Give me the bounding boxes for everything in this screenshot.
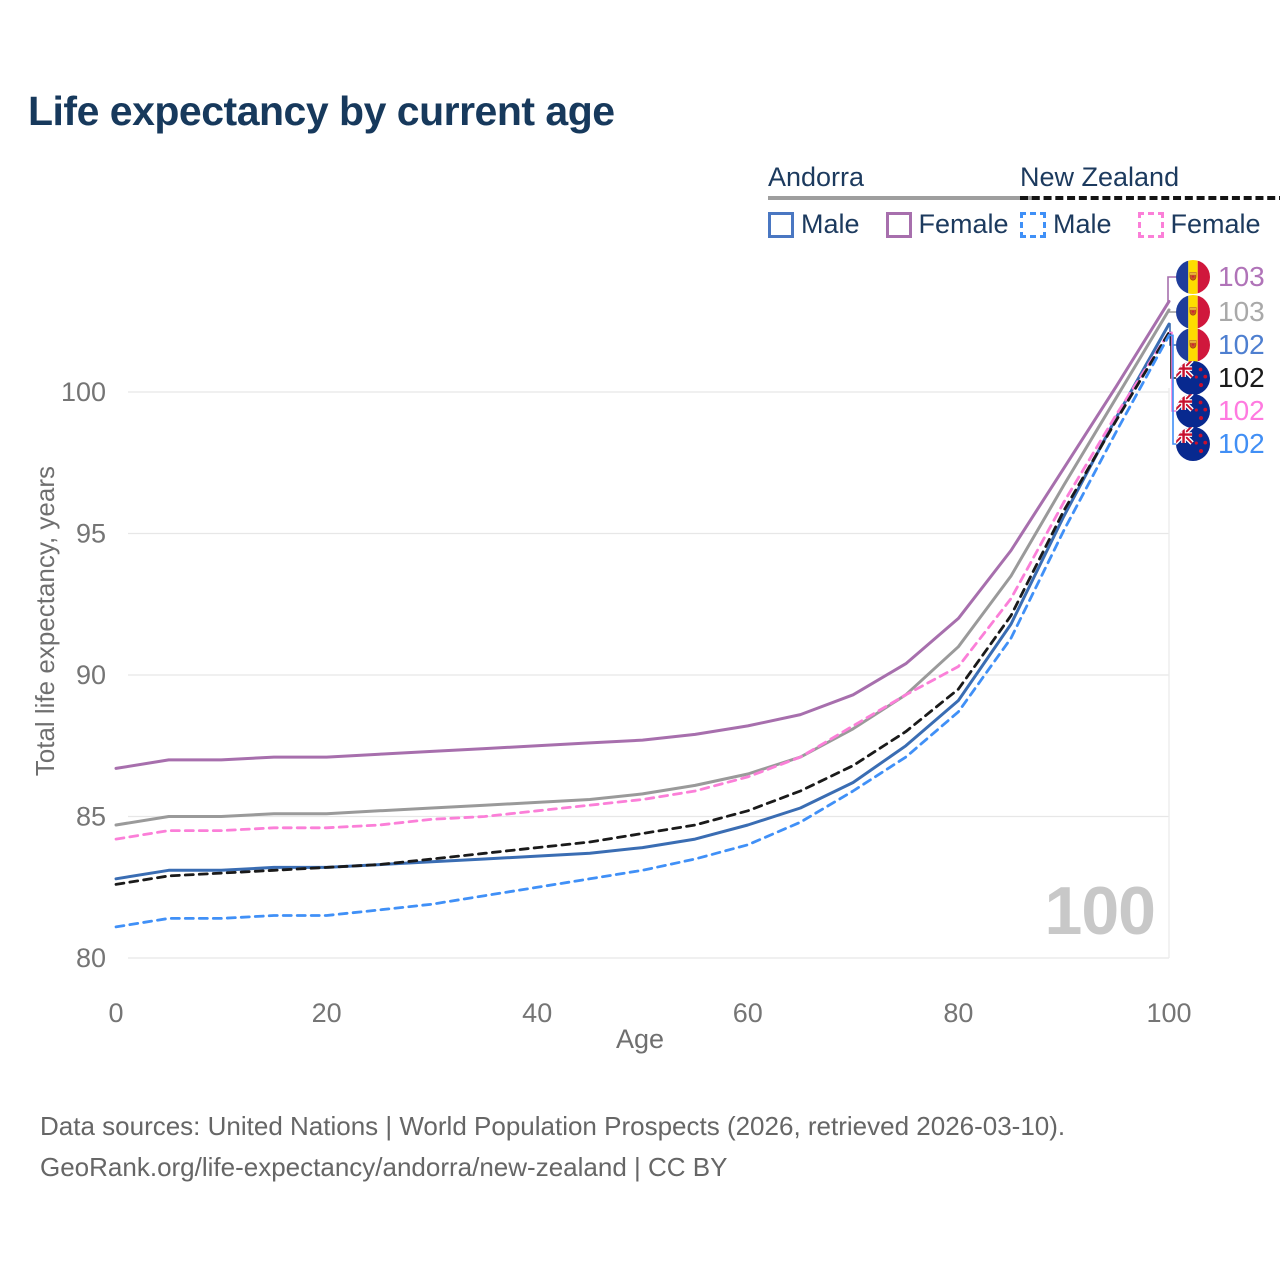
new-zealand-flag-icon	[1176, 361, 1210, 395]
legend-item-label: Male	[801, 209, 860, 239]
data-sources-line: Data sources: United Nations | World Pop…	[40, 1111, 1066, 1141]
source-attribution: Data sources: United Nations | World Pop…	[40, 1106, 1065, 1188]
andorra-male-checkbox[interactable]	[768, 211, 794, 238]
legend-group-title: New Zealand	[1020, 162, 1180, 192]
legend-item-nz-female[interactable]: Female	[1137, 209, 1261, 240]
axis-tick-labels: 80 85 90 95 100 0 20 40 60 80 100	[61, 377, 1192, 1028]
end-label-andorra-male: 102	[1176, 328, 1265, 362]
end-label-value: 103	[1218, 296, 1265, 327]
legend-item-andorra-male[interactable]: Male	[768, 209, 860, 240]
legend-item-label: Female	[1170, 209, 1261, 239]
svg-text:85: 85	[76, 802, 106, 832]
legend-item-label: Male	[1053, 209, 1112, 239]
end-label-value: 102	[1218, 428, 1265, 459]
new-zealand-flag-icon	[1176, 394, 1210, 428]
svg-text:60: 60	[733, 998, 763, 1028]
age-counter-watermark: 100	[1044, 873, 1156, 949]
svg-text:90: 90	[76, 660, 106, 690]
new-zealand-flag-icon	[1176, 427, 1210, 461]
end-label-andorra-total: 103	[1176, 295, 1265, 329]
gridlines	[128, 388, 1170, 959]
svg-text:80: 80	[76, 943, 106, 973]
legend-group-new-zealand: New Zealand Male Female	[1020, 162, 1280, 240]
andorra-flag-icon	[1176, 328, 1210, 362]
andorra-flag-icon	[1176, 260, 1210, 294]
end-label-value: 102	[1218, 395, 1265, 426]
y-axis-title: Total life expectancy, years	[30, 466, 60, 777]
x-axis-title: Age	[615, 1024, 665, 1054]
end-label-andorra-female: 103	[1176, 260, 1265, 294]
legend-group-title: Andorra	[768, 162, 865, 192]
legend-item-nz-male[interactable]: Male	[1020, 209, 1112, 240]
legend-solid-line-sample	[768, 196, 1035, 200]
svg-text:100: 100	[1146, 998, 1191, 1028]
georank-url-line: GeoRank.org/life-expectancy/andorra/new-…	[40, 1152, 728, 1182]
andorra-flag-icon	[1176, 295, 1210, 329]
svg-text:20: 20	[312, 998, 342, 1028]
end-label-connectors	[1167, 276, 1176, 445]
svg-text:40: 40	[522, 998, 552, 1028]
nz-male-checkbox[interactable]	[1020, 211, 1046, 238]
end-label-nz-male: 102	[1176, 427, 1265, 461]
legend-item-andorra-female[interactable]: Female	[885, 209, 1009, 240]
legend-dashed-line-sample	[1020, 196, 1280, 200]
legend-group-andorra: Andorra Male Female	[768, 162, 1035, 240]
svg-text:0: 0	[108, 998, 123, 1028]
legend-item-label: Female	[918, 209, 1009, 239]
page-title: Life expectancy by current age	[28, 88, 615, 134]
end-label-nz-total: 102	[1176, 361, 1265, 395]
end-label-value: 102	[1218, 329, 1265, 360]
andorra-female-checkbox[interactable]	[885, 211, 912, 238]
end-label-nz-female: 102	[1176, 394, 1265, 428]
chart-series-lines	[114, 299, 1171, 929]
svg-text:100: 100	[61, 377, 106, 407]
end-label-value: 103	[1218, 261, 1265, 292]
svg-text:95: 95	[76, 519, 106, 549]
end-label-value: 102	[1218, 362, 1265, 393]
svg-text:80: 80	[943, 998, 973, 1028]
nz-female-checkbox[interactable]	[1137, 211, 1164, 238]
